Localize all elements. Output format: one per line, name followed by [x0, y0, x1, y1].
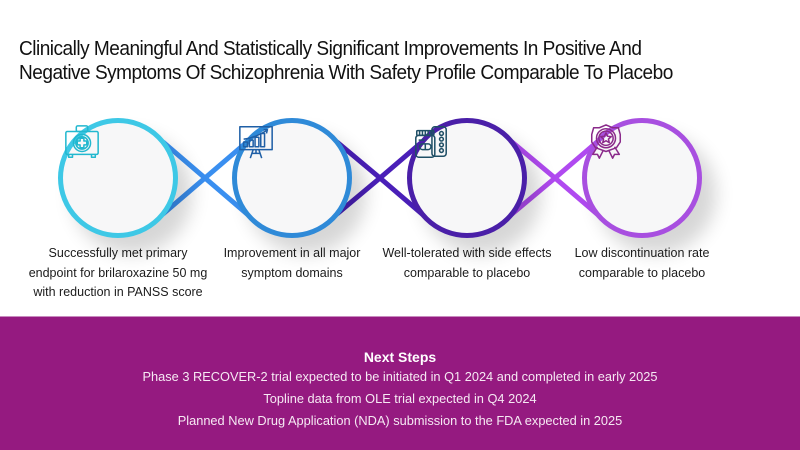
caption-4-line-2: comparable to placebo — [578, 265, 706, 280]
caption-3-line-1: Well-tolerated with side effects — [382, 246, 552, 260]
caption-1-line-2: endpoint for brilaroxazine 50 mg — [28, 265, 208, 280]
next-steps-panel: Next Steps Phase 3 RECOVER-2 trial expec… — [0, 316, 800, 450]
result-caption-4: Low discontinuation rate comparable to p… — [547, 244, 737, 283]
caption-2-line-2: symptom domains — [241, 265, 343, 280]
result-caption-3: Well-tolerated with side effects compara… — [372, 244, 562, 283]
result-caption-2: Improvement in all major symptom domains — [197, 244, 387, 283]
connector-2 — [335, 140, 424, 216]
connector-lines — [161, 140, 599, 216]
caption-1-line-3: with reduction in PANSS score — [33, 285, 203, 299]
result-step-1 — [58, 118, 178, 238]
next-step-item-3: Planned New Drug Application (NDA) submi… — [177, 413, 623, 428]
medicine-bottle-pills-icon — [415, 126, 447, 158]
caption-4-line-1: Low discontinuation rate — [574, 246, 710, 260]
result-step-2 — [232, 118, 352, 238]
result-step-3 — [407, 118, 527, 238]
slide-title: Clinically Meaningful And Statistically … — [19, 37, 744, 85]
slide-title-line-2: Negative Symptoms Of Schizophrenia With … — [19, 61, 673, 84]
first-aid-kit-icon — [65, 125, 99, 158]
result-circle-4 — [582, 118, 702, 238]
award-badge-star-icon — [590, 124, 622, 159]
results-diagram — [0, 100, 800, 260]
connector-1 — [161, 140, 249, 216]
caption-1-line-1: Successfully met primary — [48, 246, 188, 260]
caption-3-line-2: comparable to placebo — [403, 265, 531, 280]
result-circle-1 — [58, 118, 178, 238]
next-step-item-1: Phase 3 RECOVER-2 trial expected to be i… — [142, 369, 658, 384]
result-circle-3 — [407, 118, 527, 238]
presentation-chart-growth-icon — [239, 126, 273, 159]
result-step-4 — [582, 118, 702, 238]
slide-title-line-1: Clinically Meaningful And Statistically … — [19, 37, 642, 60]
result-caption-1: Successfully met primary endpoint for br… — [23, 244, 213, 303]
result-circle-2 — [232, 118, 352, 238]
next-steps-heading: Next Steps — [363, 349, 437, 365]
next-step-item-2: Topline data from OLE trial expected in … — [263, 391, 537, 406]
caption-2-line-1: Improvement in all major — [223, 246, 361, 260]
connector-3 — [510, 140, 599, 216]
